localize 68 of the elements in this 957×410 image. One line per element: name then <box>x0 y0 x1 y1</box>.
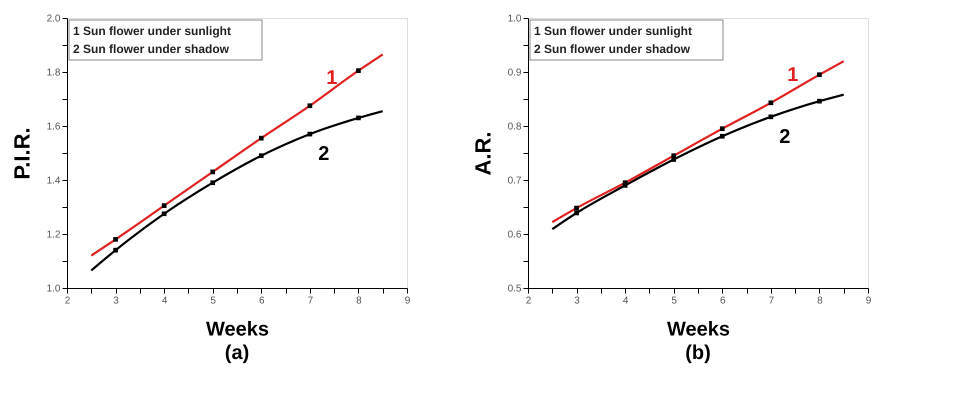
point <box>720 134 725 139</box>
point <box>210 170 216 174</box>
x-tick-label: 7 <box>768 296 775 306</box>
line-series <box>551 60 845 224</box>
x-axis-title: Weeks <box>666 318 730 340</box>
y-tick-label: 1.4 <box>46 176 61 186</box>
point <box>574 210 579 216</box>
point <box>622 183 628 188</box>
y-tick-label: 0.6 <box>508 230 522 240</box>
x-tick-label: 4 <box>162 296 168 306</box>
series-label: 1 <box>326 66 338 89</box>
annotation: 2 Sun flower under shadow <box>73 42 230 56</box>
text: (a) <box>224 342 250 364</box>
x-tick-label: 6 <box>259 296 266 306</box>
point <box>356 116 361 120</box>
point <box>768 114 774 120</box>
point <box>308 132 312 136</box>
y-axis-title: P.I.R. <box>10 127 35 180</box>
line-series <box>551 94 845 230</box>
point <box>768 100 774 106</box>
x-axis-title: Weeks <box>206 318 270 340</box>
point <box>817 98 822 104</box>
x-tick-label: 3 <box>113 296 120 306</box>
x-tick-label: 8 <box>356 296 362 306</box>
point <box>258 136 264 140</box>
series-label: 2 <box>318 143 330 166</box>
series-label: 2 <box>779 126 790 148</box>
line-series <box>90 53 384 257</box>
x-tick-label: 6 <box>720 296 726 306</box>
y-tick-label: 1.2 <box>46 230 61 240</box>
point <box>817 72 822 78</box>
x-tick-label: 3 <box>574 296 580 306</box>
y-tick-label: 0.8 <box>508 122 522 132</box>
annotation: 1 Sun flower under sunlight <box>534 24 692 38</box>
y-tick-label: 1.0 <box>508 14 522 24</box>
x-tick-label: 2 <box>526 296 532 306</box>
x-tick-label: 9 <box>866 296 872 306</box>
y-tick-label: 0.9 <box>508 68 522 78</box>
point <box>720 126 725 132</box>
point <box>162 211 166 216</box>
point <box>162 203 166 208</box>
y-tick-label: 2.0 <box>46 14 61 24</box>
y-tick-label: 1.6 <box>46 122 61 132</box>
x-tick-label: 4 <box>622 296 629 306</box>
x-tick-label: 2 <box>64 296 71 306</box>
line-series <box>90 110 384 272</box>
point <box>210 180 216 186</box>
x-tick-label: 7 <box>308 296 314 306</box>
y-tick-label: 0.7 <box>508 176 522 186</box>
series-label: 1 <box>787 64 798 86</box>
point <box>258 153 264 158</box>
x-tick-label: 5 <box>671 296 678 306</box>
text: (b) <box>685 342 711 364</box>
x-tick-label: 5 <box>210 296 216 306</box>
point <box>574 206 579 210</box>
annotation: 1 Sun flower under sunlight <box>73 24 232 38</box>
point <box>113 248 118 253</box>
annotation: 2 Sun flower under shadow <box>534 42 691 56</box>
x-tick-label: 8 <box>817 296 824 306</box>
point <box>356 68 361 73</box>
point <box>113 237 118 242</box>
y-tick-label: 1.0 <box>46 284 61 294</box>
point <box>308 103 312 108</box>
y-tick-label: 1.8 <box>46 68 61 78</box>
y-tick-label: 0.5 <box>508 284 522 294</box>
point <box>671 157 676 162</box>
x-tick-label: 9 <box>404 296 411 306</box>
y-axis-title: A.R. <box>470 132 496 176</box>
